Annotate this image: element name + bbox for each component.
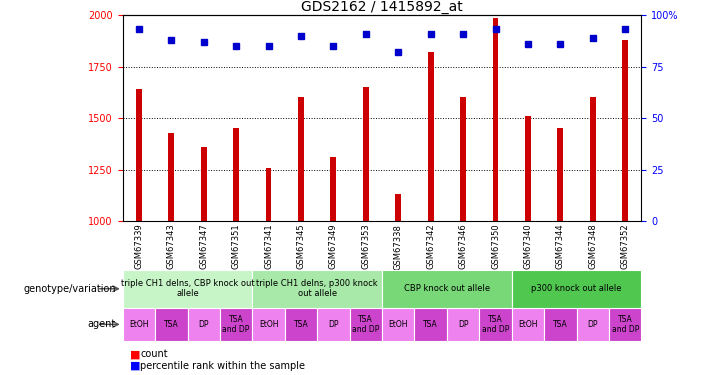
Text: EtOH: EtOH (259, 320, 278, 329)
Text: GSM67345: GSM67345 (297, 224, 306, 269)
Text: TSA
and DP: TSA and DP (222, 315, 250, 334)
Text: DP: DP (587, 320, 598, 329)
Text: count: count (140, 350, 168, 359)
Bar (233, 128, 239, 221)
Text: TSA: TSA (164, 320, 179, 329)
Bar (318, 308, 350, 341)
Text: TSA: TSA (553, 320, 568, 329)
Bar (252, 308, 285, 341)
Text: CBP knock out allele: CBP knock out allele (404, 284, 490, 293)
Text: EtOH: EtOH (388, 320, 408, 329)
Bar (382, 308, 414, 341)
Bar (447, 308, 479, 341)
Text: GSM67341: GSM67341 (264, 224, 273, 269)
Bar (414, 308, 447, 341)
Text: GSM67353: GSM67353 (361, 224, 370, 269)
Bar (252, 270, 382, 308)
Bar (590, 98, 596, 221)
Bar (460, 98, 466, 221)
Text: TSA
and DP: TSA and DP (352, 315, 379, 334)
Bar (220, 308, 252, 341)
Bar (382, 270, 512, 308)
Text: ■: ■ (130, 350, 140, 359)
Bar (493, 18, 498, 221)
Bar (577, 308, 609, 341)
Bar (330, 158, 336, 221)
Bar (298, 98, 304, 221)
Bar (123, 270, 252, 308)
Bar (136, 89, 142, 221)
Bar (188, 308, 220, 341)
Text: TSA: TSA (423, 320, 438, 329)
Bar (557, 128, 564, 221)
Text: EtOH: EtOH (129, 320, 149, 329)
Text: GSM67346: GSM67346 (458, 224, 468, 269)
Bar (123, 308, 155, 341)
Text: DP: DP (458, 320, 468, 329)
Text: GSM67340: GSM67340 (524, 224, 533, 269)
Bar (525, 116, 531, 221)
Text: DP: DP (328, 320, 339, 329)
Text: EtOH: EtOH (518, 320, 538, 329)
Bar (544, 308, 577, 341)
Text: GSM67351: GSM67351 (231, 224, 240, 269)
Bar (266, 168, 271, 221)
Text: GSM67352: GSM67352 (620, 224, 629, 269)
Bar (622, 40, 628, 221)
Text: GSM67348: GSM67348 (588, 224, 597, 269)
Text: GSM67342: GSM67342 (426, 224, 435, 269)
Title: GDS2162 / 1415892_at: GDS2162 / 1415892_at (301, 0, 463, 14)
Text: p300 knock out allele: p300 knock out allele (531, 284, 622, 293)
Text: triple CH1 delns, CBP knock out
allele: triple CH1 delns, CBP knock out allele (121, 279, 254, 298)
Text: GSM67350: GSM67350 (491, 224, 500, 269)
Text: percentile rank within the sample: percentile rank within the sample (140, 361, 305, 370)
Bar (168, 132, 175, 221)
Text: ■: ■ (130, 361, 140, 370)
Bar (512, 270, 641, 308)
Text: GSM67344: GSM67344 (556, 224, 565, 269)
Bar (479, 308, 512, 341)
Text: triple CH1 delns, p300 knock
out allele: triple CH1 delns, p300 knock out allele (257, 279, 378, 298)
Text: GSM67338: GSM67338 (394, 224, 403, 270)
Text: GSM67339: GSM67339 (135, 224, 144, 269)
Text: GSM67343: GSM67343 (167, 224, 176, 269)
Text: DP: DP (198, 320, 209, 329)
Bar (155, 308, 188, 341)
Text: GSM67349: GSM67349 (329, 224, 338, 269)
Text: genotype/variation: genotype/variation (23, 284, 116, 294)
Bar (200, 147, 207, 221)
Text: TSA
and DP: TSA and DP (611, 315, 639, 334)
Bar (285, 308, 317, 341)
Text: GSM67347: GSM67347 (199, 224, 208, 269)
Bar (512, 308, 544, 341)
Text: TSA
and DP: TSA and DP (482, 315, 509, 334)
Bar (363, 87, 369, 221)
Bar (428, 52, 434, 221)
Bar (350, 308, 382, 341)
Bar (395, 194, 401, 221)
Text: agent: agent (88, 320, 116, 329)
Bar (609, 308, 641, 341)
Text: TSA: TSA (294, 320, 308, 329)
